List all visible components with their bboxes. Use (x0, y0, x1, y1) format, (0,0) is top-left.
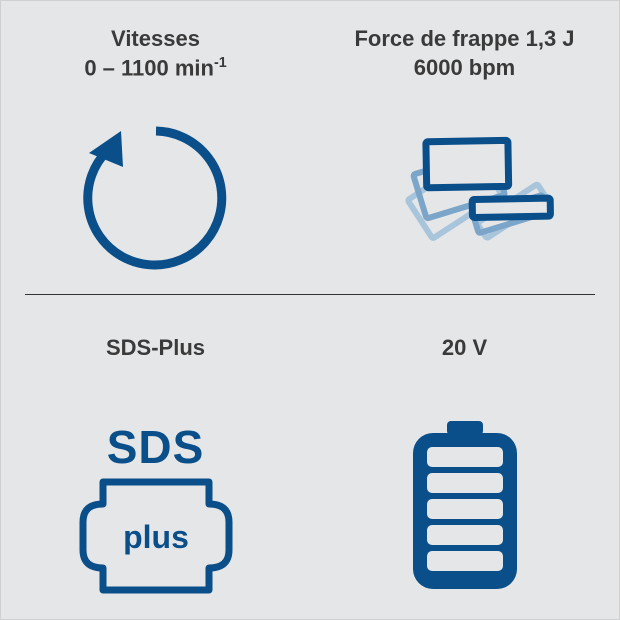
hammer-motion-icon (360, 113, 570, 283)
battery-icon (405, 419, 525, 594)
speed-line2-sup: -1 (214, 55, 227, 71)
speed-line2-pre: 0 – 1100 min (84, 55, 214, 80)
speed-cell: Vitesses 0 – 1100 min-1 (1, 1, 310, 310)
impact-icon-wrap (320, 95, 609, 300)
rotation-arrow-icon (71, 113, 241, 283)
impact-line1: Force de frappe 1,3 J (354, 26, 574, 51)
speed-icon-wrap (11, 95, 300, 300)
speed-label: Vitesses 0 – 1100 min-1 (84, 25, 226, 83)
sds-logo-top: SDS (107, 420, 205, 474)
voltage-icon-wrap (320, 404, 609, 609)
impact-label: Force de frappe 1,3 J 6000 bpm (354, 25, 574, 83)
impact-line2: 6000 bpm (414, 55, 516, 80)
sds-label-text: SDS-Plus (106, 335, 205, 360)
sds-label: SDS-Plus (106, 334, 205, 392)
speed-line1: Vitesses (111, 26, 200, 51)
voltage-label: 20 V (442, 334, 487, 392)
voltage-cell: 20 V (310, 310, 619, 619)
horizontal-divider (25, 294, 595, 295)
sds-icon-wrap: SDS plus (11, 404, 300, 609)
sds-bit-icon: plus (79, 478, 233, 594)
sds-logo-bottom-text: plus (123, 519, 189, 555)
sds-cell: SDS-Plus SDS plus (1, 310, 310, 619)
impact-cell: Force de frappe 1,3 J 6000 bpm (310, 1, 619, 310)
voltage-label-text: 20 V (442, 335, 487, 360)
